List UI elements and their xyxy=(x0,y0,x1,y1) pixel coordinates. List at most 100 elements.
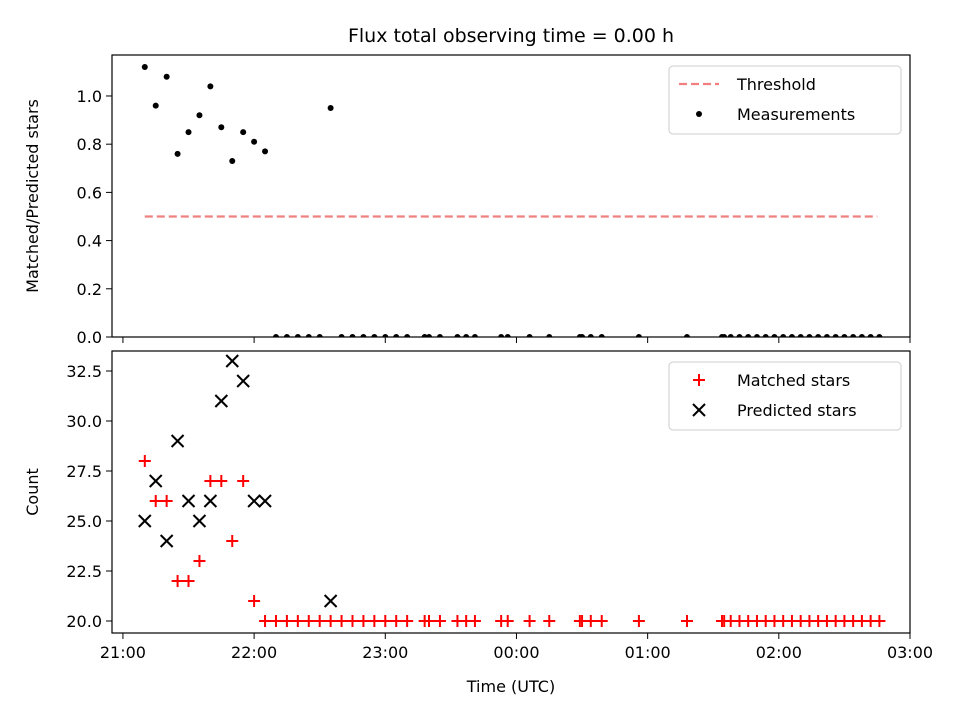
matched-star-point xyxy=(433,615,446,627)
legend-label: Threshold xyxy=(736,75,816,94)
measurement-point xyxy=(196,112,203,119)
predicted-star-point xyxy=(203,494,218,508)
matched-star-point xyxy=(501,615,514,627)
legend-predicted-swatch xyxy=(692,403,706,417)
measurement-point xyxy=(858,334,865,337)
measurement-point xyxy=(771,334,778,337)
measurement-point xyxy=(579,334,586,337)
measurement-point xyxy=(841,334,848,337)
matched-star-point xyxy=(182,575,195,587)
matched-star-point xyxy=(468,615,481,627)
measurement-point xyxy=(736,334,743,337)
y-tick-label: 1.0 xyxy=(77,87,102,106)
y-tick-label: 22.5 xyxy=(66,562,102,581)
matched-star-point xyxy=(149,495,162,507)
axes-frame xyxy=(111,54,911,338)
measurement-point xyxy=(745,334,752,337)
predicted-star-point xyxy=(170,434,185,448)
predicted-star-point xyxy=(247,494,261,508)
measurement-point xyxy=(683,334,690,337)
measurement-point xyxy=(218,124,225,131)
matched-star-point xyxy=(324,615,337,627)
y-tick-label: 32.5 xyxy=(66,362,102,381)
measurement-point xyxy=(762,334,769,337)
predicted-star-point xyxy=(149,474,163,488)
legend-label: Matched stars xyxy=(737,371,850,390)
measurement-point xyxy=(727,334,734,337)
x-axis-title: Time (UTC) xyxy=(466,677,555,696)
y-tick-label: 20.0 xyxy=(66,612,102,631)
x-tick-label: 01:00 xyxy=(625,643,671,662)
predicted-star-point xyxy=(225,354,239,368)
measurement-point xyxy=(393,334,400,337)
y-tick-label: 0.0 xyxy=(77,328,102,347)
measurement-point xyxy=(294,334,301,337)
measurement-point xyxy=(587,334,594,337)
x-tick-label: 23:00 xyxy=(362,643,408,662)
matched-star-point xyxy=(302,615,315,627)
measurement-point xyxy=(504,334,511,337)
measurement-point xyxy=(436,334,443,337)
measurement-point xyxy=(471,334,478,337)
measurement-point xyxy=(850,334,857,337)
bottom-panel: 20.0 22.5 25.0 27.5 30.0 32.5 21:00 22:00 23:00 0… xyxy=(23,350,933,696)
measurement-point xyxy=(338,334,345,337)
y-tick-label: 30.0 xyxy=(66,412,102,431)
legend-label: Measurements xyxy=(737,105,855,124)
top-panel: 0.0 0.2 0.4 0.6 0.8 1.0 Matched/Predicted star… xyxy=(23,54,911,347)
measurement-point xyxy=(546,334,553,337)
measurement-point xyxy=(360,334,367,337)
legend-matched-swatch xyxy=(693,374,705,386)
measurement-point xyxy=(867,334,874,337)
measurement-point xyxy=(207,83,214,90)
measurement-point xyxy=(229,158,236,165)
measurement-point xyxy=(876,334,883,337)
matched-star-point xyxy=(335,615,348,627)
matched-star-point xyxy=(313,615,326,627)
matched-star-point xyxy=(291,615,304,627)
y-axis-title: Count xyxy=(23,468,42,516)
predicted-star-point xyxy=(138,514,152,528)
x-tick-label: 02:00 xyxy=(756,643,802,662)
legend: Matched stars Predicted stars xyxy=(668,361,902,431)
measurement-point xyxy=(305,334,312,337)
measurement-point xyxy=(780,334,787,337)
matched-star-point xyxy=(680,615,693,627)
predicted-star-point xyxy=(181,494,196,508)
matched-star-point xyxy=(595,615,608,627)
measurement-point xyxy=(240,129,247,136)
y-tick-label: 27.5 xyxy=(66,462,102,481)
y-tick-label: 25.0 xyxy=(66,512,102,531)
predicted-star-point xyxy=(236,374,250,388)
matched-star-point xyxy=(280,615,293,627)
measurement-point xyxy=(797,334,804,337)
measurement-point xyxy=(823,334,830,337)
plot-marks xyxy=(138,354,886,627)
predicted-star-point xyxy=(214,394,229,408)
measurement-point xyxy=(753,334,760,337)
x-tick-label: 22:00 xyxy=(231,643,277,662)
legend-box xyxy=(668,65,902,135)
measurement-point xyxy=(721,334,728,337)
measurement-point xyxy=(251,138,258,145)
matched-star-point xyxy=(160,495,173,507)
predicted-star-point xyxy=(192,514,207,528)
matched-star-point xyxy=(138,455,151,467)
matched-star-point xyxy=(226,535,239,547)
x-tick-label: 21:00 xyxy=(100,643,146,662)
measurement-point xyxy=(174,150,181,157)
measurement-point xyxy=(635,334,642,337)
matched-star-point xyxy=(171,575,184,587)
measurement-point xyxy=(598,334,605,337)
measurement-point xyxy=(382,334,389,337)
legend-measurement-swatch xyxy=(696,111,702,117)
measurement-point xyxy=(426,334,433,337)
matched-star-point xyxy=(873,615,886,627)
y-axis-title: Matched/Predicted stars xyxy=(23,99,42,293)
matched-star-point xyxy=(346,615,359,627)
matched-star-point xyxy=(259,615,272,627)
matched-star-point xyxy=(379,615,392,627)
measurement-point xyxy=(163,73,170,80)
measurement-point xyxy=(463,334,470,337)
